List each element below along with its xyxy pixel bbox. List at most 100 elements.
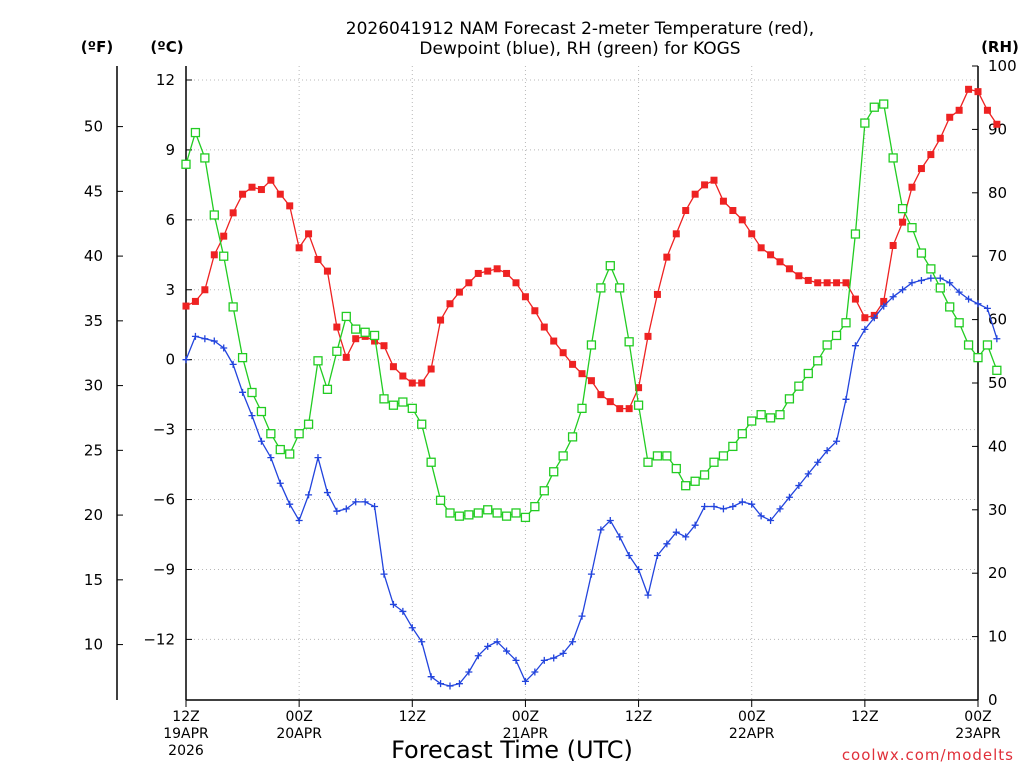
dewpoint-point (795, 482, 803, 490)
temperature-point (710, 176, 718, 184)
fahrenheit-unit-label: (ºF) (81, 38, 113, 56)
dewpoint-point (710, 503, 718, 511)
dewpoint-point (719, 505, 727, 513)
temperature-point (295, 244, 303, 252)
temperature-point (399, 372, 407, 380)
time-tick-label: 00Z (738, 709, 765, 725)
temperature-point (965, 85, 973, 93)
rh-point (822, 340, 832, 350)
rh-point (879, 99, 889, 109)
rh-point (747, 416, 757, 426)
temperature-point (606, 398, 614, 406)
time-tick-label: 12Z (399, 709, 426, 725)
dewpoint-point (248, 412, 256, 420)
celsius-tick-label: −6 (153, 491, 175, 509)
temperature-point (767, 251, 775, 259)
series-layer (181, 85, 1002, 690)
dewpoint-point (550, 654, 558, 662)
dewpoint-point (371, 503, 379, 511)
rh-point (332, 346, 342, 356)
rh-point (294, 429, 304, 439)
rh-point (181, 159, 191, 169)
dewpoint-point (936, 274, 944, 282)
time-tick-label: 00Z (285, 709, 312, 725)
temperature-point (691, 190, 699, 198)
rh-point (765, 413, 776, 423)
dewpoint-point (521, 677, 529, 685)
celsius-axis: 12 9 6 3 0 −3 −6 −9 −12 (143, 71, 192, 648)
temperature-point (653, 290, 661, 298)
temperature-point (625, 405, 633, 413)
dewpoint-point (484, 642, 492, 650)
dewpoint-point (493, 638, 501, 646)
rh-point (483, 505, 493, 515)
temperature-point (974, 88, 982, 96)
rh-point (228, 302, 238, 312)
fahrenheit-tick-label: 10 (84, 636, 103, 654)
temperature-point (644, 332, 652, 340)
temperature-point (569, 360, 577, 368)
rh-point (784, 394, 795, 404)
dewpoint-point (333, 507, 341, 515)
temperature-point (701, 181, 709, 189)
rh-point (369, 330, 380, 341)
rh-point (209, 210, 219, 220)
temperature-point (305, 230, 313, 238)
dewpoint-point (286, 500, 294, 508)
temperature-point (220, 232, 228, 240)
temperature-point (427, 365, 435, 373)
rh-point (200, 153, 210, 163)
dewpoint-point (965, 295, 973, 303)
dewpoint-point (399, 607, 407, 615)
rh-point (351, 324, 361, 334)
time-tick-label: 12Z (851, 709, 878, 725)
chart-title-line-2: Dewpoint (blue), RH (green) for KOGS (419, 39, 740, 59)
temperature-point (578, 370, 586, 378)
rh-point (728, 441, 738, 452)
temperature-point (503, 269, 511, 277)
rh-point (596, 283, 606, 293)
dewpoint-point (738, 498, 746, 506)
dewpoint-point (870, 314, 878, 322)
dewpoint-point (908, 279, 916, 287)
time-tick-label: 12Z (625, 709, 652, 725)
temperature-point (323, 267, 331, 275)
rh-point (926, 264, 936, 274)
time-tick-label: 12Z (172, 709, 199, 725)
dewpoint-point (465, 668, 473, 676)
dewpoint-point (983, 304, 991, 312)
celsius-tick-label: 0 (165, 351, 175, 369)
dewpoint-point (389, 600, 397, 608)
rh-point (435, 495, 446, 505)
temperature-point (521, 293, 529, 301)
dewpoint-point (635, 565, 643, 573)
dewpoint-point (305, 491, 313, 499)
rh-point (492, 508, 502, 518)
temperature-point (748, 230, 756, 238)
temperature-point (257, 186, 265, 194)
dewpoint-point (342, 505, 350, 513)
rh-point (916, 248, 927, 258)
dewpoint-point (748, 500, 756, 508)
dewpoint-point (955, 288, 963, 296)
dewpoint-point (578, 612, 586, 620)
chart-title-line-1: 2026041912 NAM Forecast 2-meter Temperat… (346, 19, 814, 39)
rh-point (935, 283, 945, 293)
rh-tick-label: 80 (988, 184, 1007, 202)
rh-series (181, 99, 1002, 523)
temperature-point (418, 379, 426, 387)
time-tick-label: 00Z (964, 709, 991, 725)
rh-point (313, 356, 323, 366)
temperature-point (993, 120, 1001, 128)
rh-point (266, 429, 276, 439)
dewpoint-point (880, 302, 888, 310)
dewpoint-point (531, 668, 539, 676)
dewpoint-point (361, 498, 369, 506)
temperature-point (229, 209, 237, 217)
rh-point (652, 451, 663, 461)
dewpoint-point (776, 505, 784, 513)
rh-point (945, 302, 955, 312)
fahrenheit-tick-label: 50 (84, 118, 103, 136)
temperature-point (380, 342, 388, 350)
dewpoint-point (814, 458, 822, 466)
